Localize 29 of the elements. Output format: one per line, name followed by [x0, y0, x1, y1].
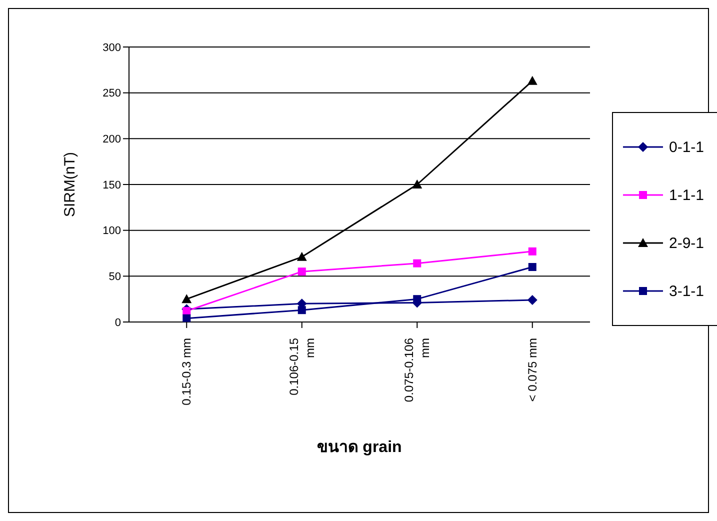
point	[528, 247, 536, 256]
y-axis-title: SIRM(nT)	[61, 152, 78, 217]
point	[528, 263, 536, 271]
legend-label: 0-1-1	[669, 138, 704, 156]
x-tick-label: 0.15-0.3 mm	[180, 338, 194, 406]
point	[296, 252, 307, 261]
y-tick-label: 0	[114, 316, 121, 329]
point	[298, 268, 306, 276]
x-tick-label: 0.106-0.15 mm	[286, 338, 317, 396]
point	[182, 314, 191, 322]
point	[527, 295, 538, 305]
point	[412, 180, 422, 188]
point	[527, 76, 538, 85]
legend-label: 3-1-1	[669, 282, 704, 300]
y-tick-label: 250	[102, 88, 121, 100]
x-tick-label: 0.075-0.106 mm	[402, 338, 432, 402]
point	[298, 306, 306, 314]
x-axis-title: ขนาด grain	[317, 439, 402, 456]
point	[182, 307, 191, 315]
y-tick-label: 150	[102, 179, 121, 192]
legend-label: 2-9-1	[669, 234, 704, 252]
y-tick-label: 300	[102, 42, 121, 54]
y-tick-label: 100	[102, 225, 121, 238]
point	[182, 294, 192, 304]
legend-label: 1-1-1	[669, 186, 704, 204]
y-tick-label: 50	[108, 271, 121, 284]
y-tick-label: 200	[102, 134, 121, 146]
point	[413, 259, 422, 268]
x-tick-label: < 0.075 mm	[525, 338, 540, 402]
